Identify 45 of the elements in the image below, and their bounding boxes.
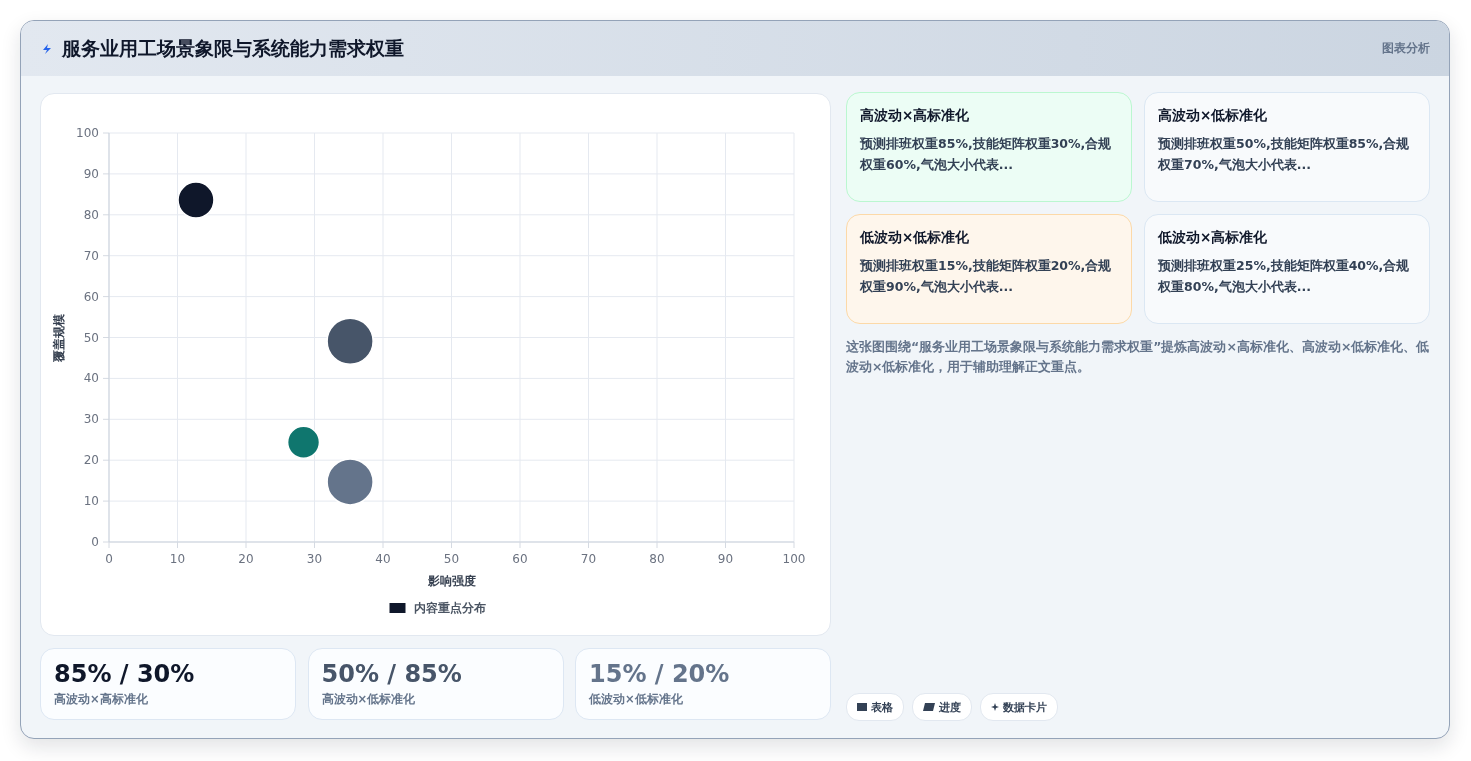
y-tick-label: 70 [83, 248, 99, 263]
y-tick-label: 40 [83, 371, 99, 386]
text: 图表分析 [1382, 40, 1430, 57]
x-tick-label: 10 [169, 552, 186, 566]
text: 15% / 20% [589, 659, 731, 689]
text: 高波动×高标准化 [54, 692, 149, 707]
y-axis-title: 覆盖规模 [52, 313, 66, 363]
y-tick-label: 60 [83, 289, 99, 304]
y-tick-label: 0 [91, 535, 99, 549]
y-tick-label: 100 [76, 126, 99, 140]
text: 这张图围绕“服务业用工场景象限与系统能力需求权重”提炼高波动×高标准化、高波动×低标准化、低波动×低标准化，用于辅助理解正文重点。 [846, 338, 1431, 376]
y-tick-label: 50 [83, 330, 99, 345]
x-tick-label: 20 [238, 552, 254, 566]
text: 进度 [912, 693, 972, 721]
text: 低波动×低标准化 [860, 229, 971, 247]
x-tick-label: 60 [512, 552, 528, 566]
text: 高波动×低标准化 [1158, 107, 1269, 125]
x-axis-title: 影响强度 [426, 574, 476, 588]
text: 预测排班权重50%,技能矩阵权重85%,合规权重70%,气泡大小代表... [1158, 135, 1411, 174]
x-tick-label: 50 [443, 552, 460, 566]
x-tick-label: 70 [580, 552, 597, 566]
y-tick-label: 10 [83, 494, 99, 509]
text: 高波动×高标准化 [860, 107, 971, 125]
text: 高波动×低标准化 [321, 692, 417, 707]
x-tick-label: 80 [649, 552, 665, 566]
x-tick-label: 40 [375, 552, 391, 566]
text: 表格 [846, 693, 904, 721]
x-tick-label: 0 [105, 552, 113, 566]
text: 预测排班权重85%,技能矩阵权重30%,合规权重60%,气泡大小代表... [860, 135, 1113, 174]
text: 低波动×高标准化 [1158, 229, 1269, 247]
text: 50% / 85% [321, 659, 463, 689]
text: 85% / 30% [54, 659, 196, 689]
text: 预测排班权重15%,技能矩阵权重20%,合规权重90%,气泡大小代表... [860, 257, 1113, 296]
x-tick-label: 100 [782, 552, 806, 566]
y-tick-label: 20 [83, 453, 99, 468]
text: 预测排班权重25%,技能矩阵权重40%,合规权重80%,气泡大小代表... [1158, 257, 1411, 296]
text: 低波动×低标准化 [589, 692, 684, 707]
x-tick-label: 90 [717, 552, 734, 566]
x-tick-label: 30 [306, 552, 323, 566]
y-tick-label: 80 [83, 207, 99, 222]
chart-title: 服务业用工场景象限与系统能力需求权重 [62, 35, 404, 61]
y-tick-label: 30 [83, 412, 99, 427]
y-tick-label: 90 [83, 166, 99, 181]
legend-label: 内容重点分布 [413, 601, 486, 615]
text: 数据卡片 [980, 693, 1058, 721]
